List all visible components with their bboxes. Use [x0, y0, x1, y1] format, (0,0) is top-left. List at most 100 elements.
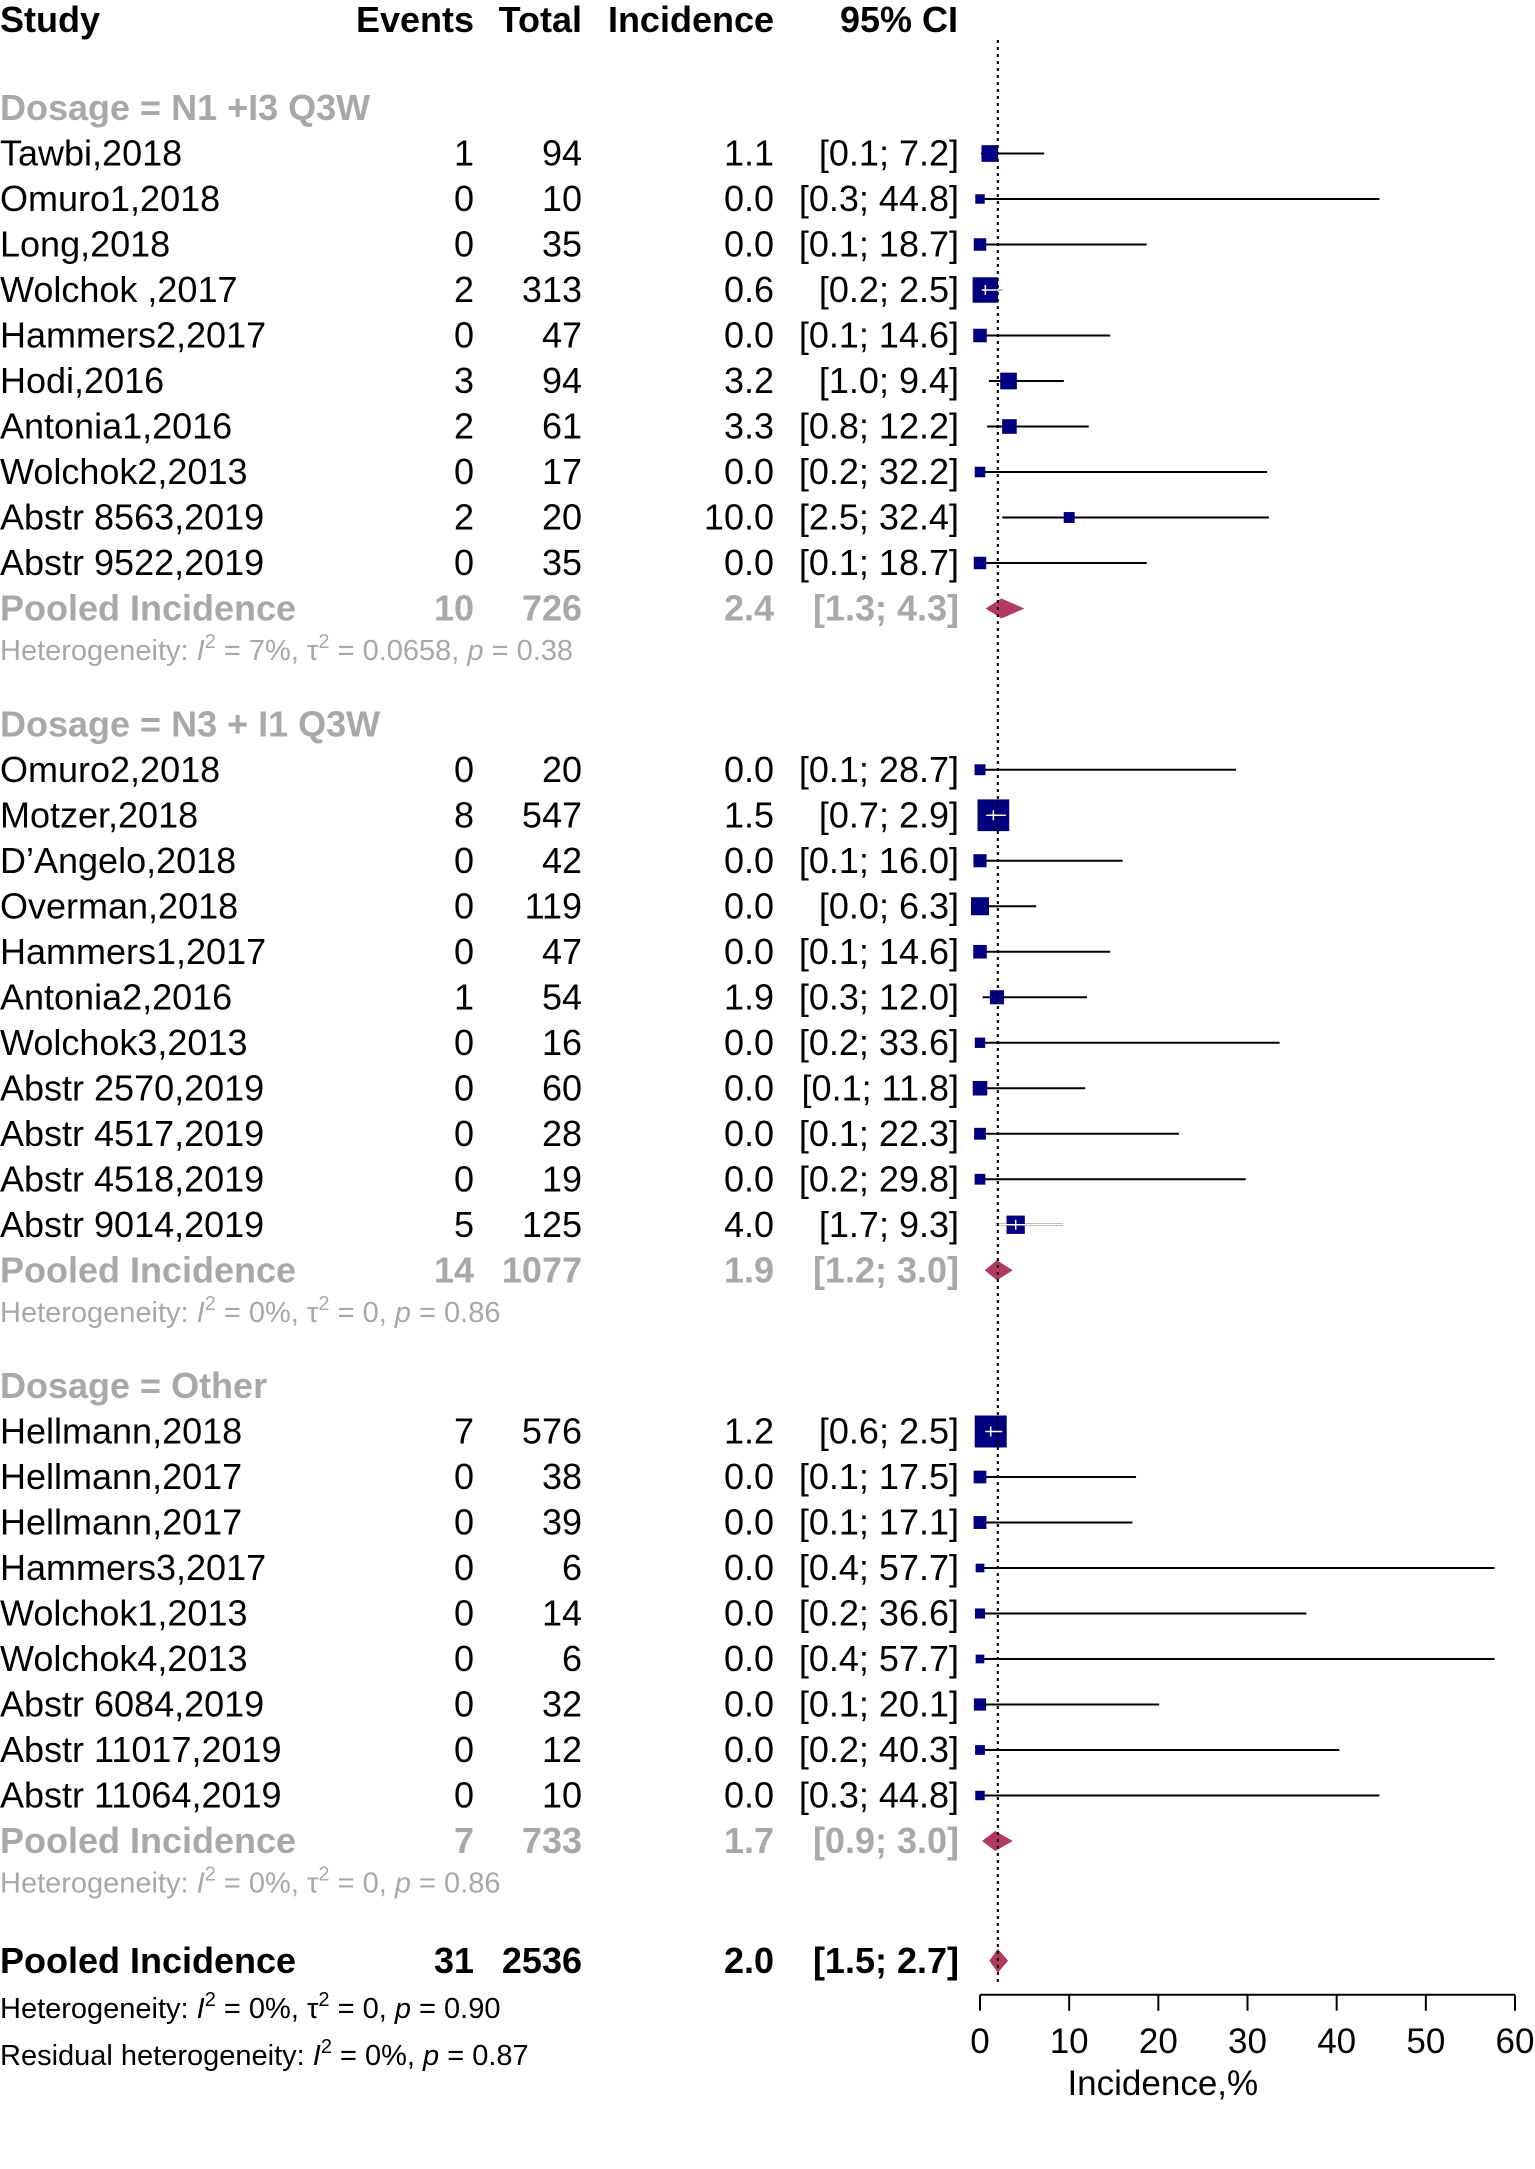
- overall-total: 2536: [502, 1940, 582, 1981]
- study-events: 0: [454, 1638, 474, 1679]
- study-name: Long,2018: [0, 224, 170, 265]
- study-ci: [0.7; 2.9]: [819, 794, 959, 835]
- study-square: [974, 764, 986, 776]
- x-tick-label: 0: [970, 2022, 989, 2061]
- study-events: 1: [454, 976, 474, 1017]
- study-name: D’Angelo,2018: [0, 840, 236, 881]
- study-ci: [0.0; 6.3]: [819, 885, 959, 926]
- study-events: 0: [454, 224, 474, 265]
- study-total: 17: [542, 451, 582, 492]
- pooled-events: 7: [454, 1820, 474, 1861]
- study-incidence: 0.0: [724, 542, 774, 583]
- study-total: 47: [542, 931, 582, 972]
- study-ci: [0.1; 20.1]: [799, 1684, 959, 1725]
- study-incidence: 3.2: [724, 360, 774, 401]
- study-ci: [0.1; 17.1]: [799, 1502, 959, 1543]
- study-ci: [0.1; 14.6]: [799, 931, 959, 972]
- x-tick-label: 20: [1139, 2022, 1178, 2061]
- study-ci: [0.1; 22.3]: [799, 1113, 959, 1154]
- study-incidence: 0.0: [724, 1067, 774, 1108]
- study-total: 576: [522, 1411, 582, 1452]
- study-name: Abstr 11017,2019: [0, 1729, 282, 1770]
- study-events: 0: [454, 1684, 474, 1725]
- study-name: Abstr 4517,2019: [0, 1113, 264, 1154]
- study-name: Abstr 8563,2019: [0, 497, 264, 538]
- pooled-events: 14: [434, 1249, 474, 1290]
- study-ci: [1.0; 9.4]: [819, 360, 959, 401]
- study-events: 0: [454, 1067, 474, 1108]
- x-axis-label: Incidence,%: [1067, 2064, 1258, 2103]
- study-events: 0: [454, 1113, 474, 1154]
- study-events: 0: [454, 1547, 474, 1588]
- study-name: Antonia1,2016: [0, 406, 232, 447]
- x-tick-label: 60: [1496, 2022, 1535, 2061]
- study-square: [1063, 512, 1075, 523]
- study-square: [974, 466, 986, 478]
- study-events: 1: [454, 133, 474, 174]
- study-name: Motzer,2018: [0, 794, 198, 835]
- study-name: Abstr 6084,2019: [0, 1684, 264, 1725]
- study-name: Wolchok1,2013: [0, 1593, 248, 1634]
- study-square: [973, 1698, 987, 1711]
- study-square: [971, 897, 989, 916]
- pooled-events: 10: [434, 588, 474, 629]
- study-square: [973, 1470, 987, 1484]
- study-incidence: 0.0: [724, 315, 774, 356]
- study-total: 6: [562, 1547, 582, 1588]
- study-incidence: 0.0: [724, 840, 774, 881]
- study-name: Abstr 2570,2019: [0, 1067, 264, 1108]
- study-name: Abstr 9014,2019: [0, 1204, 264, 1245]
- study-events: 0: [454, 1502, 474, 1543]
- subgroup-label: Dosage = N3 + I1 Q3W: [0, 703, 380, 744]
- study-square: [1002, 419, 1017, 434]
- study-square: [973, 556, 987, 570]
- subgroup-label: Dosage = N1 +I3 Q3W: [0, 87, 370, 128]
- study-name: Hellmann,2018: [0, 1411, 242, 1452]
- study-events: 3: [454, 360, 474, 401]
- pooled-diamond: [985, 598, 1025, 619]
- study-square: [974, 1037, 986, 1048]
- study-incidence: 0.6: [724, 269, 774, 310]
- study-ci: [0.6; 2.5]: [819, 1411, 959, 1452]
- study-ci: [0.1; 18.7]: [799, 542, 959, 583]
- study-name: Abstr 4518,2019: [0, 1158, 264, 1199]
- study-events: 0: [454, 1729, 474, 1770]
- study-total: 20: [542, 749, 582, 790]
- header-incidence: Incidence: [608, 0, 774, 40]
- study-events: 8: [454, 794, 474, 835]
- study-ci: [0.2; 40.3]: [799, 1729, 959, 1770]
- study-name: Hammers2,2017: [0, 315, 266, 356]
- overall-ci: [1.5; 2.7]: [813, 1940, 959, 1981]
- study-events: 2: [454, 269, 474, 310]
- x-tick-label: 30: [1228, 2022, 1267, 2061]
- study-events: 0: [454, 1158, 474, 1199]
- study-square: [972, 1080, 988, 1096]
- study-name: Abstr 11064,2019: [0, 1775, 282, 1816]
- study-incidence: 1.2: [724, 1411, 774, 1452]
- study-incidence: 0.0: [724, 1502, 774, 1543]
- study-square: [974, 1608, 986, 1619]
- study-square: [981, 145, 999, 162]
- study-ci: [0.2; 29.8]: [799, 1158, 959, 1199]
- study-name: Overman,2018: [0, 885, 238, 926]
- study-ci: [0.2; 33.6]: [799, 1022, 959, 1063]
- study-events: 0: [454, 931, 474, 972]
- study-square: [973, 238, 987, 251]
- study-total: 119: [525, 885, 582, 926]
- study-events: 0: [454, 178, 474, 219]
- study-ci: [0.1; 16.0]: [799, 840, 959, 881]
- header-events: Events: [356, 0, 474, 40]
- pooled-label: Pooled Incidence: [0, 1820, 296, 1861]
- study-name: Abstr 9522,2019: [0, 542, 264, 583]
- study-name: Omuro1,2018: [0, 178, 220, 219]
- study-square: [975, 1654, 985, 1664]
- study-events: 0: [454, 1593, 474, 1634]
- study-ci: [0.3; 44.8]: [799, 178, 959, 219]
- study-total: 94: [542, 133, 582, 174]
- study-square: [975, 1745, 985, 1755]
- study-total: 6: [562, 1638, 582, 1679]
- study-incidence: 0.0: [724, 1158, 774, 1199]
- study-total: 313: [522, 269, 582, 310]
- study-events: 0: [454, 749, 474, 790]
- study-square: [973, 944, 987, 959]
